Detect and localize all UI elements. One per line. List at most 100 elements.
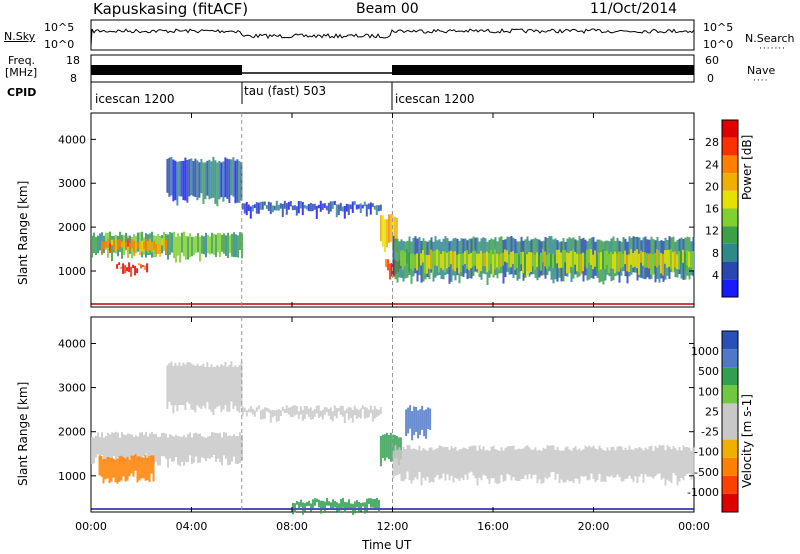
heatmap-cell: [289, 407, 292, 417]
heatmap-cell: [95, 435, 97, 458]
colorbar-tick-label: -100: [694, 446, 719, 459]
heatmap-cell: [121, 432, 123, 459]
heatmap-cell: [576, 449, 579, 479]
colorbar-swatch: [722, 475, 738, 494]
heatmap-cell: [480, 449, 483, 481]
heatmap-cell: [536, 450, 539, 484]
heatmap-cell: [424, 254, 426, 274]
colorbar-tick-label: 8: [712, 247, 719, 260]
heatmap-cell: [346, 502, 348, 511]
heatmap-cell: [538, 255, 540, 269]
heatmap-cell: [130, 455, 133, 474]
heatmap-cell: [526, 254, 528, 277]
heatmap-cell: [219, 233, 221, 258]
heatmap-cell: [104, 458, 107, 480]
heatmap-cell: [285, 203, 288, 215]
heatmap-cell: [108, 456, 111, 484]
heatmap-cell: [508, 446, 511, 476]
heatmap-cell: [319, 200, 322, 212]
heatmap-cell: [564, 249, 566, 263]
heatmap-cell: [407, 407, 410, 434]
heatmap-cell: [251, 205, 254, 212]
heatmap-cell: [506, 250, 508, 263]
heatmap-cell: [100, 455, 103, 477]
heatmap-cell: [231, 233, 233, 257]
heatmap-cell: [178, 362, 181, 405]
heatmap-cell: [236, 159, 239, 203]
heatmap-cell: [299, 406, 302, 415]
heatmap-cell: [167, 437, 169, 468]
heatmap-cell: [149, 433, 151, 457]
heatmap-cell: [132, 264, 135, 268]
colorbar-tick-label: -500: [694, 466, 719, 479]
heatmap-cell: [181, 436, 183, 462]
heatmap-cell: [652, 254, 654, 275]
heatmap-cell: [137, 232, 139, 252]
heatmap-region: [241, 200, 382, 219]
heatmap-cell: [136, 268, 139, 273]
heatmap-cell: [367, 409, 370, 418]
heatmap-cell: [232, 157, 235, 197]
nave-tick-top: 60: [705, 54, 719, 67]
colorbar-frame: [721, 119, 739, 298]
heatmap-region: [392, 445, 695, 486]
heatmap-cell: [586, 249, 588, 269]
heatmap-cell: [127, 238, 129, 247]
heatmap-cell: [226, 366, 229, 412]
heatmap-cell: [664, 250, 666, 264]
heatmap-cell: [183, 435, 185, 466]
heatmap-cell: [402, 446, 405, 482]
heatmap-cell: [400, 250, 402, 266]
heatmap-cell: [190, 363, 193, 410]
heatmap-cell: [420, 450, 423, 486]
heatmap-cell: [279, 410, 282, 417]
heatmap-cell: [333, 405, 336, 417]
heatmap-cell: [470, 252, 472, 269]
heatmap-cell: [148, 456, 151, 483]
top-strip-panels: [90, 19, 695, 110]
heatmap-cell: [548, 445, 551, 478]
heatmap-cell: [197, 233, 199, 253]
ytick-label: 1000: [58, 265, 86, 278]
heatmap-region: [405, 405, 432, 441]
heatmap-cell: [688, 251, 690, 268]
heatmap-cell: [216, 365, 219, 407]
heatmap-cell: [606, 250, 608, 265]
heatmap-cell: [327, 202, 330, 214]
heatmap-cell: [552, 445, 555, 472]
colorbar-swatch: [722, 331, 738, 350]
ytick-label: 3000: [58, 382, 86, 395]
heatmap-cell: [524, 446, 527, 476]
heatmap-cell: [360, 502, 362, 512]
heatmap-cell: [261, 409, 264, 419]
heatmap-cell: [425, 409, 428, 439]
heatmap-cell: [335, 204, 338, 218]
heatmap-cell: [225, 432, 227, 459]
heatmap-cell: [460, 448, 463, 478]
heatmap-cell: [177, 233, 179, 256]
heatmap-cell: [396, 449, 399, 476]
heatmap-cell: [287, 407, 290, 415]
heatmap-cell: [265, 407, 268, 412]
heatmap-cell: [233, 434, 235, 457]
heatmap-cell: [622, 450, 625, 482]
heatmap-cell: [332, 499, 334, 509]
colorbar-swatch: [722, 226, 738, 244]
heatmap-cell: [176, 365, 179, 412]
heatmap-cell: [385, 219, 388, 248]
heatmap-cell: [486, 449, 489, 479]
heatmap-cell: [217, 233, 219, 253]
heatmap-cell: [358, 502, 360, 512]
colorbar-tick-label: 24: [705, 158, 719, 171]
heatmap-cell: [608, 253, 610, 273]
heatmap-cell: [295, 406, 298, 415]
heatmap-cell: [339, 202, 342, 211]
colorbar-tick-label: -1000: [687, 486, 719, 499]
heatmap-cell: [345, 408, 348, 414]
heatmap-cell: [281, 204, 284, 217]
heatmap-cell: [212, 366, 215, 416]
heatmap-cell: [546, 445, 549, 479]
xtick-label: 16:00: [477, 520, 509, 533]
heatmap-cell: [294, 503, 296, 513]
heatmap-cell: [323, 407, 326, 415]
